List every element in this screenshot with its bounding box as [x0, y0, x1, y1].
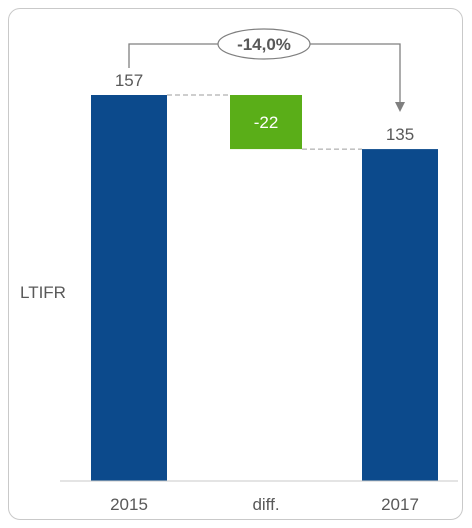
annotation-oval [217, 28, 311, 60]
annotation-arrowhead [395, 102, 405, 112]
bar-diff [230, 95, 302, 150]
data-label-diff: -22 [254, 113, 279, 132]
annotation-label: -14,0% [237, 35, 291, 54]
data-label-2017: 135 [386, 125, 414, 144]
category-label-2015: 2015 [110, 495, 148, 514]
data-label-2015: 157 [115, 71, 143, 90]
bar-2015 [91, 95, 167, 481]
category-label-diff.: diff. [252, 495, 279, 514]
y-axis-label: LTIFR [20, 283, 66, 302]
category-label-2017: 2017 [381, 495, 419, 514]
bar-2017 [362, 149, 438, 481]
